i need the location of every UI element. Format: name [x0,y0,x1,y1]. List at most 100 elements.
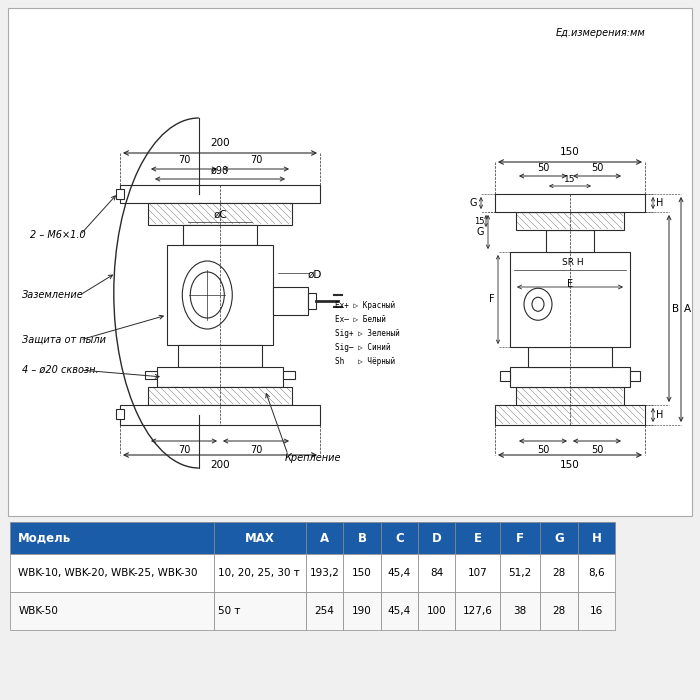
Bar [418,554,456,592]
Bar [283,371,295,379]
Bar [456,554,500,592]
Bar [120,405,320,425]
Bar [516,212,624,230]
Text: F: F [489,295,495,304]
Text: 50: 50 [591,163,603,173]
Text: 70: 70 [250,155,262,165]
Text: 50: 50 [537,163,550,173]
Text: Ex+ ▷ Красный: Ex+ ▷ Красный [335,300,395,309]
Bar [578,592,615,630]
Bar [500,371,510,381]
Text: 70: 70 [178,155,190,165]
Text: øD: øD [308,270,322,280]
Text: 4 – ø20 сквозн.: 4 – ø20 сквозн. [22,365,99,375]
Text: 150: 150 [352,568,372,578]
Bar [500,522,540,554]
Bar [306,592,343,630]
Text: 100: 100 [427,606,447,616]
Text: 84: 84 [430,568,443,578]
Text: Sh   ▷ Чёрный: Sh ▷ Чёрный [335,356,395,365]
Bar [456,522,500,554]
Text: 200: 200 [210,138,230,148]
Text: MAX: MAX [245,531,275,545]
Text: 150: 150 [560,460,580,470]
Text: ø90: ø90 [211,166,229,176]
Text: Модель: Модель [18,531,71,545]
Text: D: D [432,531,442,545]
Bar [116,409,124,419]
Ellipse shape [532,298,544,312]
Text: A: A [684,304,691,314]
Bar [214,592,306,630]
Text: 70: 70 [178,445,190,455]
Text: 38: 38 [513,606,526,616]
Text: H: H [592,531,601,545]
Text: Крепление: Крепление [285,453,342,463]
Bar [510,252,630,347]
Text: 127,6: 127,6 [463,606,492,616]
Bar [495,405,645,425]
Text: E: E [567,279,573,289]
Text: 200: 200 [210,460,230,470]
Text: 193,2: 193,2 [309,568,339,578]
Text: 8,6: 8,6 [588,568,605,578]
Bar [510,367,630,387]
Bar [8,8,692,516]
Bar [116,189,124,199]
Text: WBK-50: WBK-50 [18,606,58,616]
Bar [495,194,645,212]
Bar [418,522,456,554]
Text: F: F [516,531,524,545]
Bar [500,554,540,592]
Text: 15: 15 [564,175,575,184]
Text: 28: 28 [552,568,566,578]
Text: øC: øC [213,210,227,220]
Bar [308,293,316,309]
Text: 15: 15 [475,216,485,225]
Bar [157,367,283,387]
Text: C: C [395,531,404,545]
Bar [540,592,577,630]
Bar [546,230,594,252]
Bar [167,245,273,345]
Bar [418,592,456,630]
Bar [578,522,615,554]
Text: SR H: SR H [562,258,584,267]
Bar [381,522,418,554]
Ellipse shape [524,288,552,321]
Text: 190: 190 [352,606,372,616]
Bar [381,554,418,592]
Text: Заземление: Заземление [22,290,84,300]
Bar [171,387,179,393]
Text: 2 – М6×1.0: 2 – М6×1.0 [30,230,85,240]
Bar [528,347,612,367]
Bar [306,554,343,592]
Bar [214,554,306,592]
Text: H: H [656,410,664,420]
Text: 150: 150 [560,147,580,157]
Bar [145,371,157,379]
Text: E: E [473,531,482,545]
Text: 254: 254 [314,606,335,616]
Text: Защита от пыли: Защита от пыли [22,335,106,345]
Bar [456,592,500,630]
Text: Ед.измерения:мм: Ед.измерения:мм [555,28,645,38]
Bar [500,592,540,630]
Text: 50: 50 [537,445,550,455]
Text: 70: 70 [250,445,262,455]
Ellipse shape [182,261,232,329]
Bar [343,592,381,630]
Text: 45,4: 45,4 [388,606,411,616]
Text: 28: 28 [552,606,566,616]
Bar [630,371,640,381]
Bar [306,522,343,554]
Bar [10,522,214,554]
Text: WBK-10, WBK-20, WBK-25, WBK-30: WBK-10, WBK-20, WBK-25, WBK-30 [18,568,197,578]
Bar [120,185,320,203]
Bar [540,554,577,592]
Text: G: G [477,227,484,237]
Bar [183,225,257,245]
Text: 51,2: 51,2 [508,568,531,578]
Text: Sig– ▷ Синий: Sig– ▷ Синий [335,342,391,351]
Text: Sig+ ▷ Зеленый: Sig+ ▷ Зеленый [335,328,400,337]
